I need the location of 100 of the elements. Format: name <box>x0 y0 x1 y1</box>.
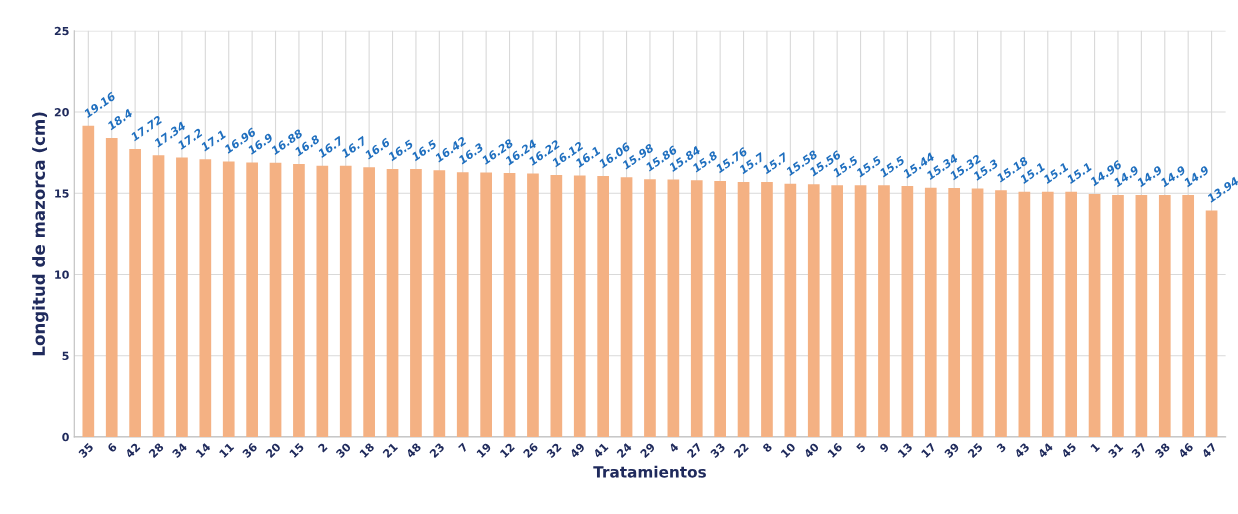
bar <box>176 157 188 437</box>
x-tick-label: 26 <box>522 442 539 459</box>
x-tick-label: 36 <box>241 442 258 459</box>
bar <box>129 149 141 437</box>
bar <box>550 175 563 437</box>
x-tick-label: 20 <box>265 442 282 459</box>
bar <box>948 188 961 437</box>
bar <box>878 185 890 437</box>
x-tick-label: 37 <box>1131 442 1147 459</box>
y-tick-label: 0 <box>62 432 69 442</box>
bar <box>737 181 750 437</box>
x-tick-label: 9 <box>879 442 890 453</box>
bar <box>316 165 329 437</box>
bar <box>597 176 609 437</box>
bar <box>1041 191 1054 437</box>
bar <box>503 173 516 437</box>
x-tick-label: 44 <box>1037 442 1054 459</box>
bar <box>690 180 703 437</box>
x-tick-label: 47 <box>1201 442 1217 459</box>
bar <box>386 168 399 437</box>
bar <box>971 188 984 437</box>
y-axis-title: Longitud de mazorca (cm) <box>32 112 49 356</box>
x-tick-label: 2 <box>317 442 328 453</box>
x-tick-label: 48 <box>405 442 422 459</box>
bar <box>831 185 844 437</box>
bar <box>620 177 633 437</box>
y-tick-label: 20 <box>54 108 69 117</box>
x-axis-title: Tratamientos <box>593 465 706 478</box>
bar <box>1135 194 1148 437</box>
bar <box>339 165 352 437</box>
bar <box>667 179 680 437</box>
bar <box>1112 194 1124 437</box>
bar <box>784 183 797 437</box>
bar <box>222 161 235 437</box>
bar <box>1158 194 1171 437</box>
x-tick-label: 18 <box>359 442 375 458</box>
bar <box>527 173 539 437</box>
x-tick-label: 46 <box>1177 442 1194 459</box>
x-tick-label: 15 <box>289 442 305 458</box>
x-tick-label: 38 <box>1154 442 1171 459</box>
x-tick-label: 30 <box>335 442 352 459</box>
x-tick-label: 6 <box>106 442 118 453</box>
bar <box>1182 194 1195 437</box>
bar <box>363 167 375 437</box>
bar <box>1205 210 1218 437</box>
bar <box>269 162 282 437</box>
bar <box>433 170 446 437</box>
x-tick-label: 13 <box>897 442 913 458</box>
bar <box>410 168 422 437</box>
x-tick-label: 49 <box>569 442 586 459</box>
y-tick-label: 10 <box>55 270 69 279</box>
x-tick-label: 12 <box>499 442 515 458</box>
x-tick-label: 5 <box>855 442 867 453</box>
x-tick-label: 16 <box>827 442 843 458</box>
bar <box>1065 191 1078 437</box>
x-tick-label: 42 <box>124 442 141 459</box>
bar <box>152 155 165 437</box>
x-tick-label: 39 <box>943 442 960 459</box>
x-tick-label: 3 <box>996 442 1007 453</box>
x-tick-label: 23 <box>429 442 445 459</box>
x-tick-label: 4 <box>668 442 679 453</box>
bar <box>924 187 937 437</box>
x-tick-label: 31 <box>1107 442 1124 459</box>
x-tick-label: 41 <box>592 442 609 459</box>
y-tick-label: 5 <box>62 351 69 361</box>
x-tick-label: 7 <box>458 442 469 453</box>
x-tick-label: 35 <box>78 442 94 459</box>
x-tick-label: 29 <box>639 442 656 459</box>
bar <box>456 172 469 437</box>
x-tick-label: 22 <box>733 442 749 459</box>
bar <box>1018 191 1031 437</box>
x-tick-label: 8 <box>762 442 773 453</box>
bar <box>995 190 1007 437</box>
x-tick-label: 28 <box>148 442 165 459</box>
bar <box>854 185 867 437</box>
x-tick-label: 17 <box>920 442 937 458</box>
bar <box>901 186 914 437</box>
bar <box>246 162 258 437</box>
x-tick-label: 27 <box>686 442 703 459</box>
x-tick-label: 33 <box>709 442 726 459</box>
bar <box>644 179 656 437</box>
x-tick-label: 43 <box>1013 442 1030 459</box>
x-tick-label: 32 <box>546 442 562 459</box>
y-tick-label: 25 <box>54 26 69 36</box>
bar <box>480 172 492 437</box>
x-tick-label: 11 <box>218 442 235 458</box>
y-tick-label: 15 <box>55 189 69 198</box>
bar <box>293 164 305 437</box>
x-tick-label: 34 <box>171 442 188 459</box>
x-tick-label: 24 <box>616 442 633 459</box>
bar <box>714 180 726 437</box>
bar <box>105 138 118 437</box>
x-tick-label: 19 <box>476 442 492 458</box>
bar <box>573 175 586 437</box>
x-tick-label: 25 <box>967 442 984 459</box>
bar <box>761 181 773 437</box>
x-tick-label: 14 <box>195 442 211 458</box>
bar <box>1088 193 1101 437</box>
bar <box>82 125 95 437</box>
x-tick-label: 40 <box>803 442 820 459</box>
